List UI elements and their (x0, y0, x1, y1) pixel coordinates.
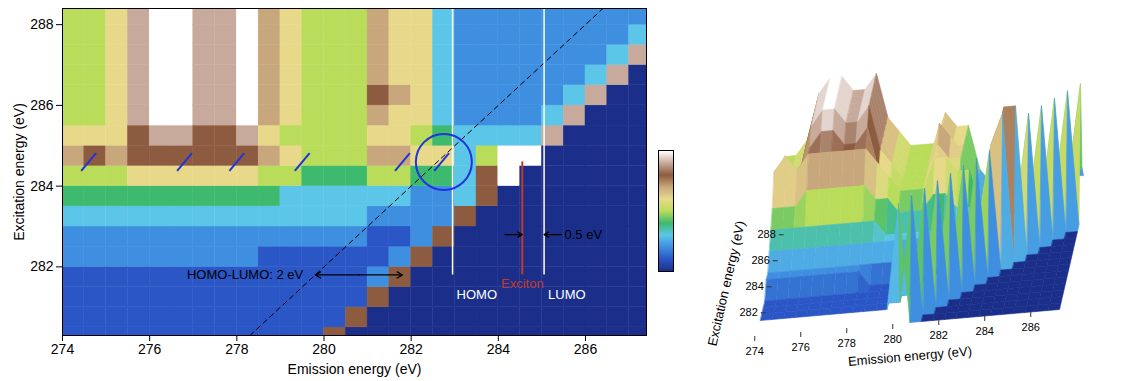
svg-text:276: 276 (138, 341, 162, 357)
svg-text:280: 280 (312, 341, 336, 357)
svg-text:286: 286 (751, 254, 769, 266)
svg-text:HOMO-LUMO: 2 eV: HOMO-LUMO: 2 eV (187, 267, 304, 282)
svg-text:Emission energy (eV): Emission energy (eV) (847, 343, 972, 369)
svg-text:286: 286 (1022, 321, 1040, 333)
svg-text:284: 284 (30, 178, 54, 194)
svg-text:274: 274 (746, 345, 764, 357)
svg-text:284: 284 (487, 341, 511, 357)
svg-text:288: 288 (30, 16, 54, 32)
svg-text:276: 276 (792, 341, 810, 353)
svg-text:0.5 eV: 0.5 eV (565, 227, 603, 242)
svg-text:282: 282 (30, 258, 54, 274)
svg-text:LUMO: LUMO (548, 287, 586, 302)
svg-text:278: 278 (225, 341, 249, 357)
svg-text:288: 288 (757, 228, 775, 240)
svg-text:282: 282 (399, 341, 423, 357)
svg-text:Emission energy (eV): Emission energy (eV) (288, 361, 422, 377)
svg-text:Exciton: Exciton (501, 276, 544, 291)
svg-text:284: 284 (745, 280, 763, 292)
svg-text:Excitation energy (eV): Excitation energy (eV) (704, 219, 747, 347)
svg-text:286: 286 (30, 97, 54, 113)
svg-text:278: 278 (838, 337, 856, 349)
svg-text:282: 282 (930, 329, 948, 341)
svg-text:Excitation energy (eV): Excitation energy (eV) (11, 103, 27, 241)
svg-text:282: 282 (739, 306, 757, 318)
svg-text:286: 286 (574, 341, 598, 357)
svg-text:284: 284 (976, 325, 994, 337)
svg-text:274: 274 (51, 341, 75, 357)
svg-text:HOMO: HOMO (457, 287, 497, 302)
svg-text:280: 280 (884, 333, 902, 345)
